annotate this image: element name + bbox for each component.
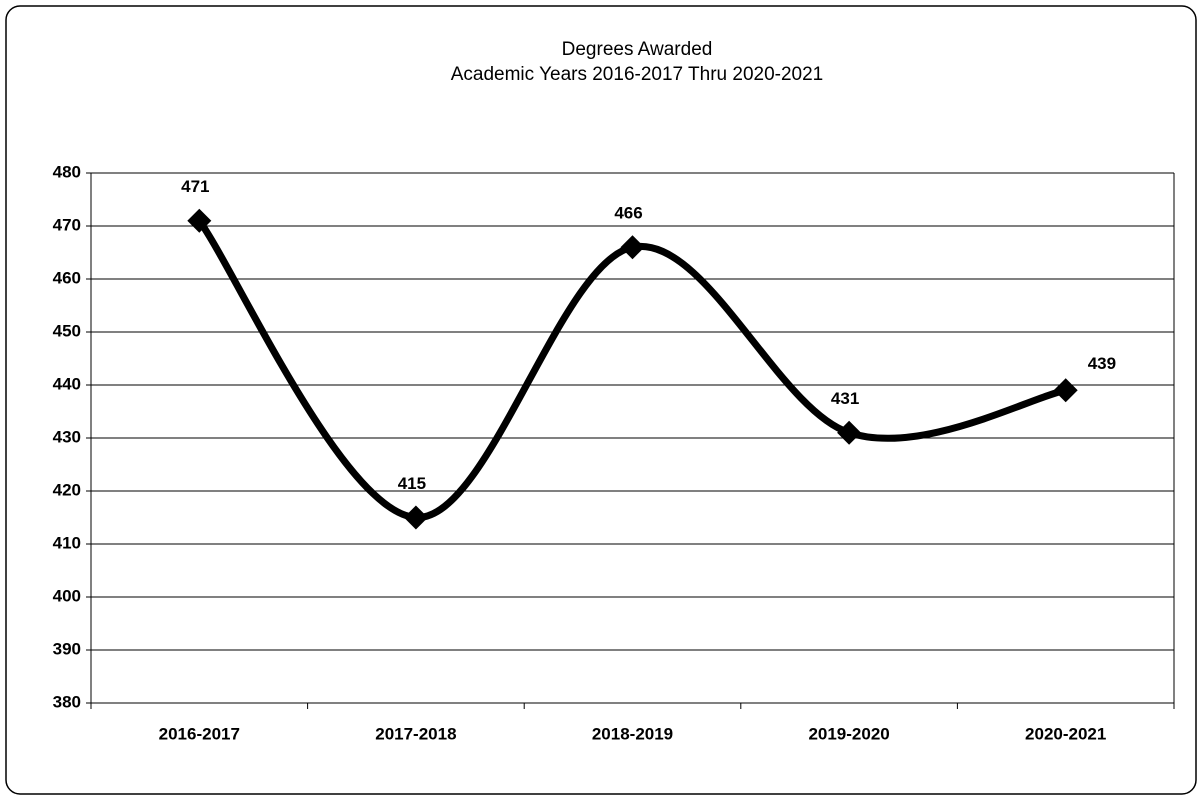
chart-border xyxy=(5,5,1197,795)
y-tick-label: 460 xyxy=(53,268,81,287)
x-tick-label: 2017-2018 xyxy=(375,724,456,743)
data-point xyxy=(187,208,212,233)
data-label: 415 xyxy=(398,474,426,493)
line-series xyxy=(195,217,1070,522)
data-point xyxy=(620,235,645,260)
data-point xyxy=(1053,378,1078,403)
data-label: 431 xyxy=(831,389,859,408)
y-tick-label: 480 xyxy=(53,162,81,181)
y-tick-label: 420 xyxy=(53,480,81,499)
data-label: 466 xyxy=(614,204,642,223)
y-tick-label: 440 xyxy=(53,374,81,393)
x-tick-label: 2016-2017 xyxy=(159,724,240,743)
chart-title: Degrees Awarded xyxy=(562,39,713,60)
x-tick-label: 2018-2019 xyxy=(592,724,673,743)
data-point xyxy=(403,505,428,530)
x-tick-label: 2019-2020 xyxy=(808,724,889,743)
x-tick-label: 2020-2021 xyxy=(1025,724,1106,743)
y-tick-label: 450 xyxy=(53,321,81,340)
data-point xyxy=(837,420,862,445)
y-tick-label: 410 xyxy=(53,533,81,552)
chart-subtitle: Academic Years 2016-2017 Thru 2020-2021 xyxy=(451,64,824,85)
y-tick-label: 470 xyxy=(53,215,81,234)
y-tick-label: 390 xyxy=(53,639,81,658)
data-label: 439 xyxy=(1088,354,1116,373)
y-tick-label: 430 xyxy=(53,427,81,446)
y-tick-label: 400 xyxy=(53,586,81,605)
y-tick-label: 380 xyxy=(53,692,81,711)
data-label: 471 xyxy=(181,177,209,196)
